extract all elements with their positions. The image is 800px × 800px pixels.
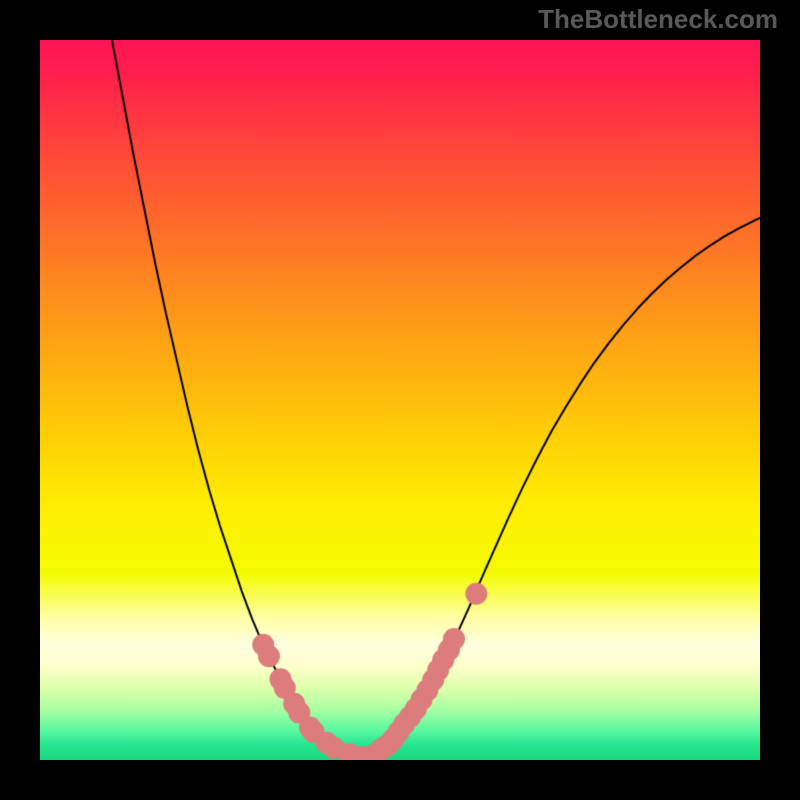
plot-area (40, 40, 760, 760)
scatter-points (40, 40, 760, 760)
watermark-text: TheBottleneck.com (538, 4, 778, 35)
figure-root: TheBottleneck.com (0, 0, 800, 800)
